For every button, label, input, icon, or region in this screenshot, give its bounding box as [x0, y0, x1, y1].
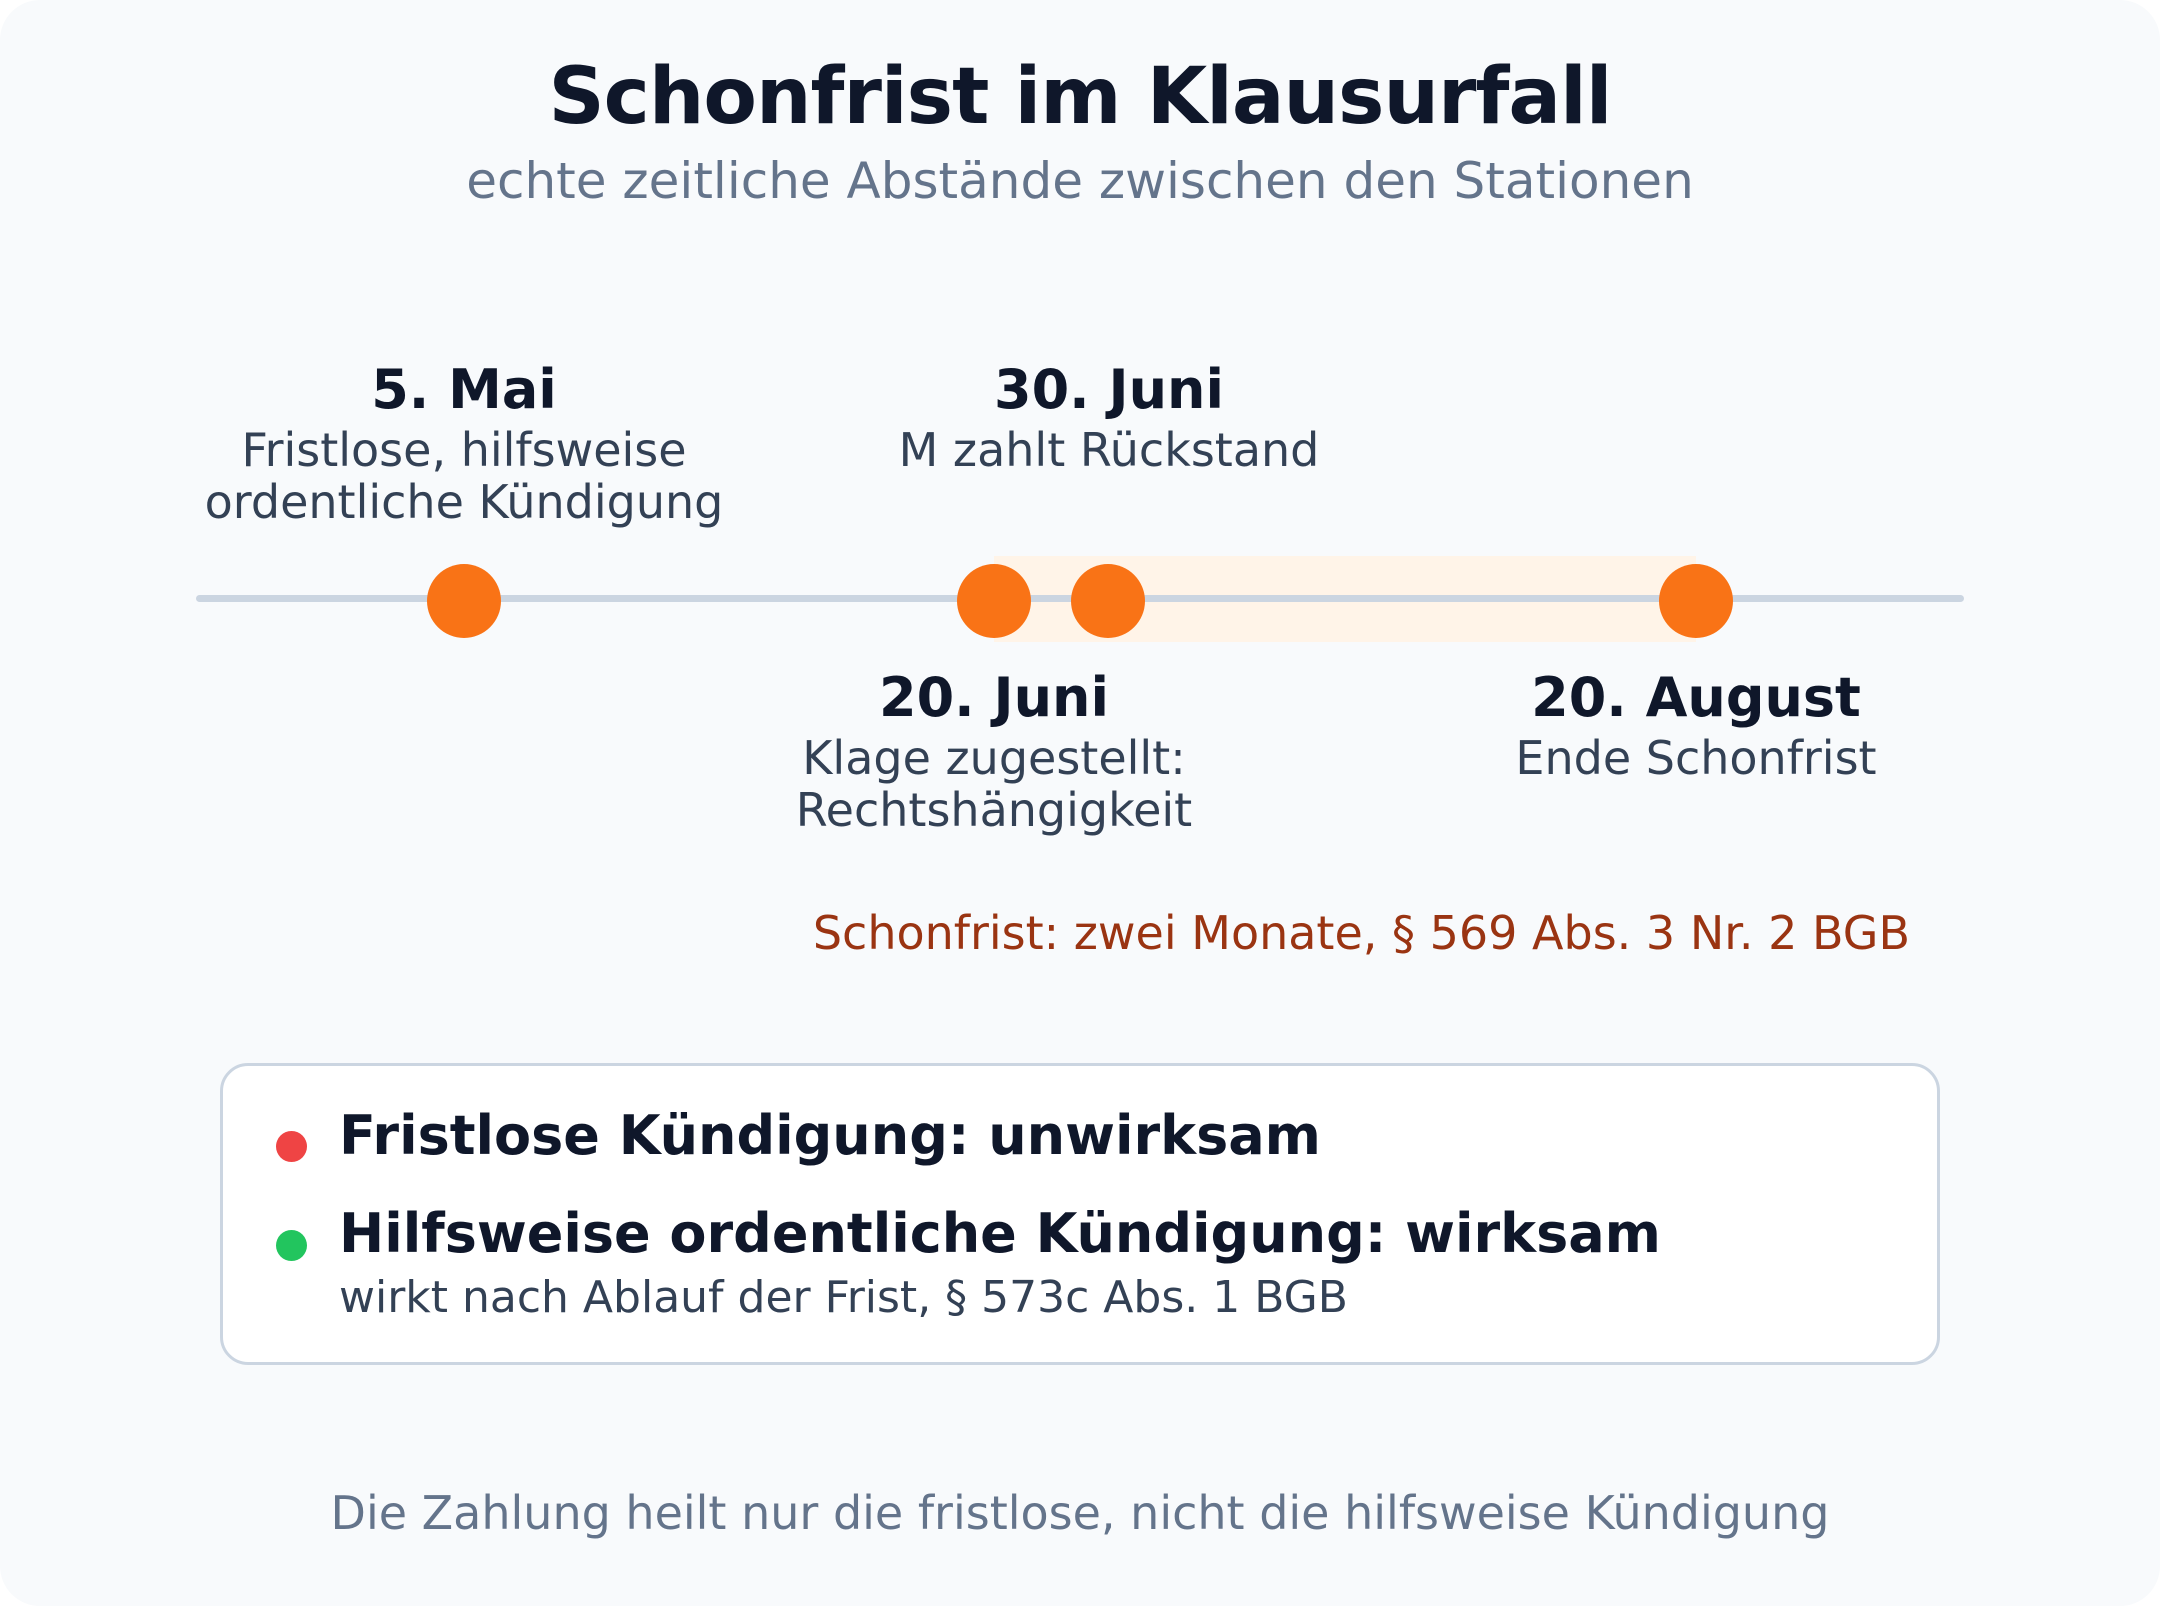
diagram-title: Schonfrist im Klausurfall	[548, 52, 1612, 142]
timeline-marker-5-mai	[427, 564, 501, 638]
event-label-20-august: 20. August Ende Schonfrist	[1376, 666, 2016, 784]
timeline-marker-20-august	[1659, 564, 1733, 638]
event-description-line: Ende Schonfrist	[1515, 731, 1877, 785]
event-date: 30. Juni	[994, 358, 1224, 421]
result-title: Hilfsweise ordentliche Kündigung: wirksa…	[339, 1202, 1661, 1265]
diagram-subtitle: echte zeitliche Abstände zwischen den St…	[466, 152, 1694, 210]
event-label-5-mai: 5. Mai Fristlose, hilfsweise ordentliche…	[144, 358, 784, 528]
event-description-line: Fristlose, hilfsweise	[241, 423, 687, 477]
event-label-30-juni: 30. Juni M zahlt Rückstand	[789, 358, 1429, 476]
footer-note: Die Zahlung heilt nur die fristlose, nic…	[330, 1486, 1830, 1540]
event-date: 20. August	[1531, 666, 1861, 729]
timeline-marker-30-juni	[1071, 564, 1145, 638]
event-description-line: Rechtshängigkeit	[795, 783, 1193, 837]
event-description-line: Klage zugestellt:	[802, 731, 1186, 785]
event-date: 20. Juni	[879, 666, 1109, 729]
status-dot-green	[276, 1230, 307, 1261]
timeline-marker-20-juni	[957, 564, 1031, 638]
status-dot-red	[276, 1131, 307, 1162]
result-detail: wirkt nach Ablauf der Frist, § 573c Abs.…	[339, 1272, 1348, 1323]
result-title: Fristlose Kündigung: unwirksam	[339, 1104, 1321, 1167]
event-description-line: ordentliche Kündigung	[204, 475, 724, 529]
schonfrist-note: Schonfrist: zwei Monate, § 569 Abs. 3 Nr…	[812, 906, 1910, 960]
event-date: 5. Mai	[371, 358, 557, 421]
event-label-20-juni: 20. Juni Klage zugestellt: Rechtshängigk…	[674, 666, 1314, 836]
results-box: Fristlose Kündigung: unwirksam Hilfsweis…	[220, 1063, 1940, 1365]
event-description-line: M zahlt Rückstand	[898, 423, 1320, 477]
